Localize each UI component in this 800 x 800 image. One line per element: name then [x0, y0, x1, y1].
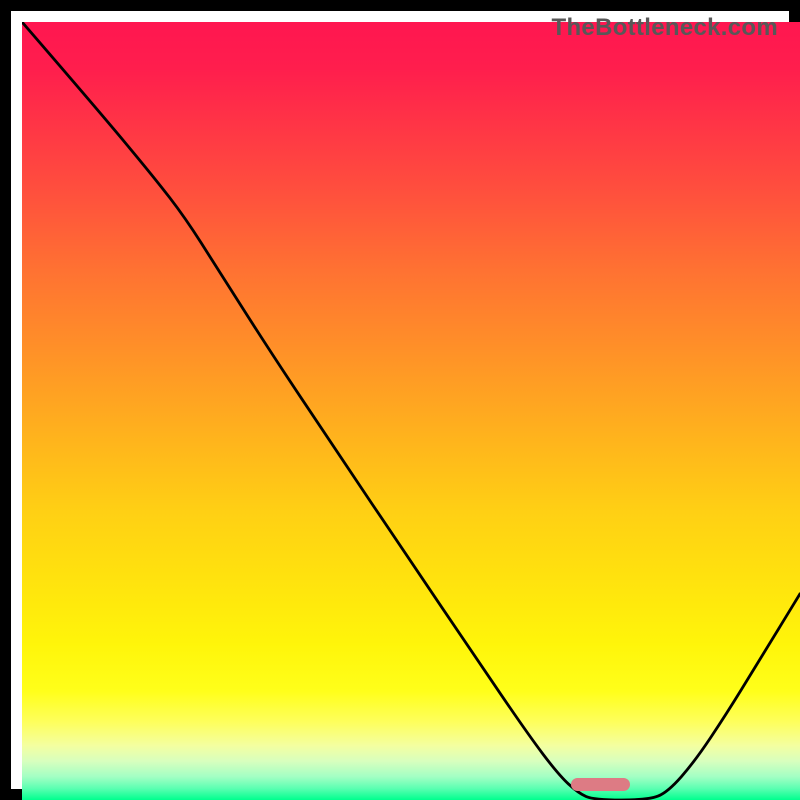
- watermark-text: TheBottleneck.com: [552, 14, 778, 42]
- chart-background: [22, 22, 800, 800]
- chart-canvas: [22, 22, 800, 800]
- chart-frame: [0, 0, 800, 800]
- optimal-range-marker: [571, 778, 629, 791]
